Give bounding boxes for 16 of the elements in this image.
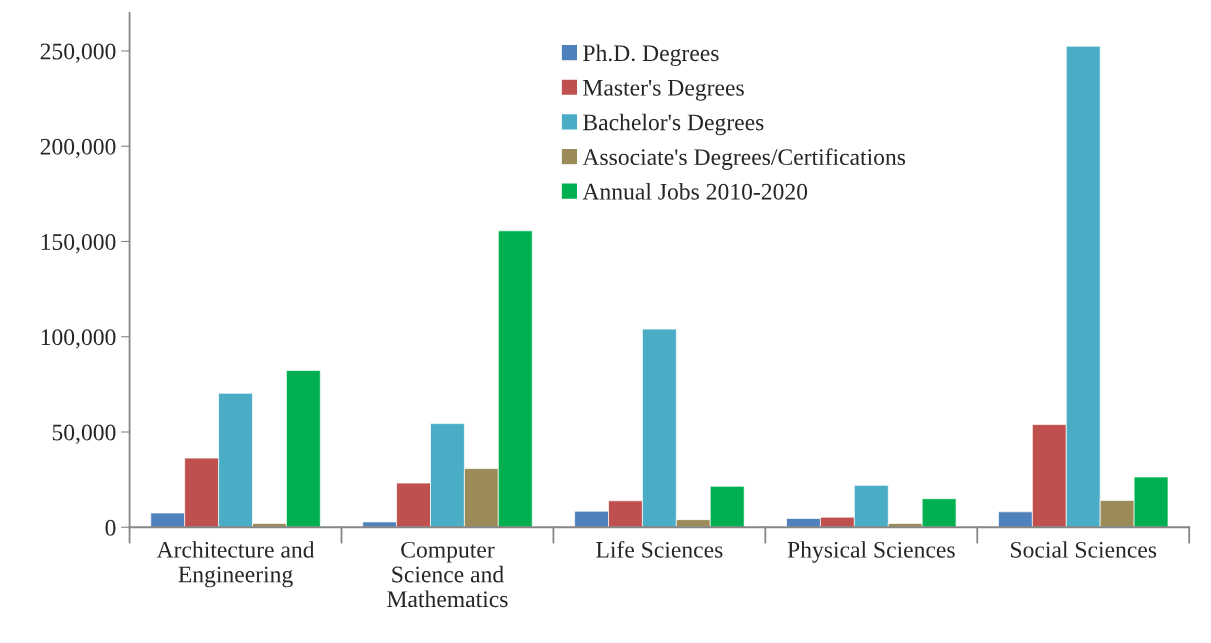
legend-label: Bachelor's Degrees [583, 113, 764, 136]
legend-label: Master's Degrees [583, 80, 744, 101]
y-tick-label: 200,000 [40, 138, 116, 159]
legend-label: Ph.D. Degrees [583, 44, 719, 67]
legend-label: Annual Jobs 2010-2020 [582, 183, 808, 200]
legend-label: Associate's Degrees/Certifications [582, 148, 906, 170]
y-tick-label: 0 [105, 519, 116, 536]
x-tick-label: Physical Sciences [787, 541, 955, 563]
x-tick-label: Computer Science and Mathematics [387, 541, 508, 608]
x-tick-label: Life Sciences [596, 540, 723, 558]
y-tick-label: 50,000 [52, 424, 116, 444]
y-tick-label: 150,000 [41, 233, 116, 254]
x-tick-label: Architecture and Engineering [156, 541, 315, 588]
y-tick-label: 250,000 [40, 43, 116, 63]
x-tick-label: Social Sciences [1011, 541, 1157, 558]
y-tick-label: 100,000 [41, 329, 116, 349]
